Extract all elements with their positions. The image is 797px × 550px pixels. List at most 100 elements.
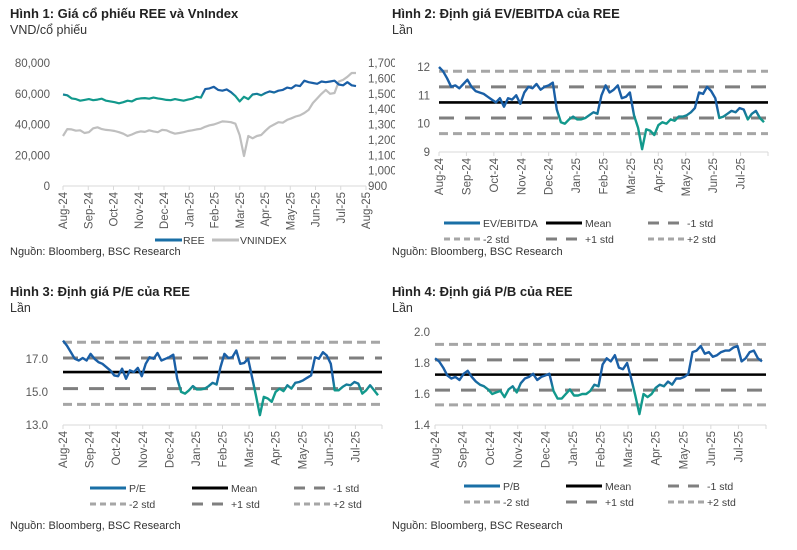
y-tick-label: 900	[368, 181, 387, 193]
x-tick-label: Sep-24	[461, 157, 473, 195]
x-tick-label: Aug-24	[434, 157, 446, 195]
legend-item: EV/EBITDA	[444, 218, 538, 230]
x-tick-label: Apr-25	[653, 158, 665, 193]
legend-item: Mean	[192, 483, 257, 495]
x-tick-label: Oct-24	[489, 157, 501, 192]
y-tick-label: 1,100	[368, 150, 395, 162]
series-line-ree	[62, 79, 357, 105]
legend-label: -2 std	[483, 234, 509, 246]
figure-4-unit: Lần	[392, 301, 413, 315]
figure-1-title: Hình 1: Giá cổ phiếu REE và VnIndex	[10, 6, 239, 21]
x-tick-label: May-25	[297, 431, 309, 469]
legend-item: -2 std	[464, 497, 529, 509]
x-tick-label: Mar-25	[626, 158, 638, 194]
x-tick-label: Apr-25	[271, 431, 283, 466]
legend-item: P/B	[464, 481, 520, 493]
legend-label: P/B	[503, 481, 520, 493]
legend-item: -1 std	[668, 481, 733, 493]
x-tick-label: Dec-24	[159, 191, 171, 229]
y-tick-label: 9	[424, 147, 430, 159]
x-tick-label: Aug-25	[361, 192, 373, 229]
figure-3-source: Nguồn: Bloomberg, BSC Research	[10, 520, 181, 532]
legend-item: -2 std	[444, 234, 509, 246]
legend-label: EV/EBITDA	[483, 218, 538, 230]
x-tick-label: Nov-24	[134, 191, 146, 229]
legend-label: +1 std	[231, 499, 260, 511]
figure-1-chart: 80,000 60,000 40,000 20,000 0 1,700 1,600 1,500…	[15, 58, 395, 246]
x-tick-label: Sep-24	[83, 191, 95, 229]
x-tick-label: May-25	[681, 158, 693, 196]
y-tick-label: 1,200	[368, 135, 395, 147]
legend-item: Mean	[566, 481, 631, 493]
x-tick-label: Sep-24	[458, 430, 470, 468]
figure-2-panel: Hình 2: Định giá EV/EBITDA của REE Lần 1…	[392, 6, 787, 266]
y-tick-label: 17.0	[26, 354, 48, 366]
y-tick-label: 13.0	[26, 420, 48, 432]
x-tick-label: Nov-24	[513, 430, 525, 468]
x-tick-label: Dec-24	[164, 430, 176, 468]
y-tick-label: 11	[418, 90, 430, 102]
y-tick-label: 1.4	[414, 420, 431, 432]
figure-1-source: Nguồn: Bloomberg, BSC Research	[10, 246, 181, 258]
y-tick-label: 60,000	[15, 89, 50, 101]
figure-3-unit: Lần	[10, 301, 31, 315]
y-tick-label: 1,600	[368, 73, 395, 85]
legend-label: -1 std	[333, 483, 359, 495]
legend-item: +2 std	[668, 497, 736, 509]
x-tick-label: Aug-24	[58, 191, 70, 229]
legend-item: +1 std	[192, 499, 260, 511]
x-tick-label: Dec-24	[540, 430, 552, 468]
legend-label: Mean	[605, 481, 631, 493]
x-tick-label: Jan-25	[568, 431, 580, 466]
x-tick-label: Feb-25	[596, 431, 608, 467]
legend-label: -2 std	[503, 497, 529, 509]
x-tick-label: Apr-25	[260, 192, 272, 227]
y-tick-label: 15.0	[26, 387, 48, 399]
legend-item: +1 std	[566, 497, 634, 509]
y-tick-label: 0	[44, 181, 50, 193]
legend-item: +1 std	[546, 234, 614, 246]
figure-3-chart: 17.0 15.0 13.0 Aug-24 Sep-24 Oct-24 Nov-24 Dec-…	[26, 339, 383, 511]
x-tick-label: May-25	[678, 431, 690, 469]
legend-label-ree: REE	[183, 235, 205, 246]
x-tick-label: Jan-25	[191, 431, 203, 466]
x-tick-label: Apr-25	[651, 431, 663, 466]
x-tick-label: Aug-24	[58, 430, 70, 468]
x-tick-label: Aug-24	[430, 430, 442, 468]
x-tick-label: Jan-25	[571, 158, 583, 193]
y-tick-label: 1,700	[368, 58, 395, 70]
y-tick-label: 80,000	[15, 58, 50, 70]
figure-1-panel: Hình 1: Giá cổ phiếu REE và VnIndex VND/…	[10, 6, 395, 266]
series-line-evebitda	[438, 66, 765, 151]
legend-label: +2 std	[687, 234, 716, 246]
legend-item: Mean	[546, 218, 611, 230]
figure-4-panel: Hình 4: Định giá P/B của REE Lần 2.0 1.8 1…	[392, 284, 787, 544]
figure-3-panel: Hình 3: Định giá P/E của REE Lần 17.0 15.…	[10, 284, 395, 544]
legend-item: -1 std	[648, 218, 713, 230]
x-tick-label: Oct-24	[485, 430, 497, 465]
x-tick-label: Jun-25	[311, 192, 323, 227]
legend-label: +1 std	[605, 497, 634, 509]
legend-label-vnindex: VNINDEX	[240, 235, 287, 246]
figure-4-title: Hình 4: Định giá P/B của REE	[392, 284, 573, 299]
y-tick-label: 1,300	[368, 120, 395, 132]
x-tick-label: Nov-24	[516, 157, 528, 195]
legend-item: P/E	[90, 483, 146, 495]
x-tick-label: Jul-25	[736, 158, 748, 189]
x-tick-label: Mar-25	[623, 431, 635, 467]
series-line-pb	[434, 344, 763, 416]
legend-label: -2 std	[129, 499, 155, 511]
x-tick-label: Feb-25	[218, 431, 230, 467]
x-tick-label: Jun-25	[708, 158, 720, 193]
x-tick-label: Feb-25	[210, 192, 222, 228]
x-tick-label: Jun-25	[324, 431, 336, 466]
legend-label: +2 std	[333, 499, 362, 511]
x-tick-label: Dec-24	[544, 157, 556, 195]
figure-1-unit: VND/cổ phiếu	[10, 23, 88, 37]
legend-label: +1 std	[585, 234, 614, 246]
legend-label: +2 std	[707, 497, 736, 509]
y-tick-label: 10	[417, 119, 430, 131]
x-tick-label: Oct-24	[109, 191, 121, 226]
series-line-pe	[62, 339, 379, 417]
